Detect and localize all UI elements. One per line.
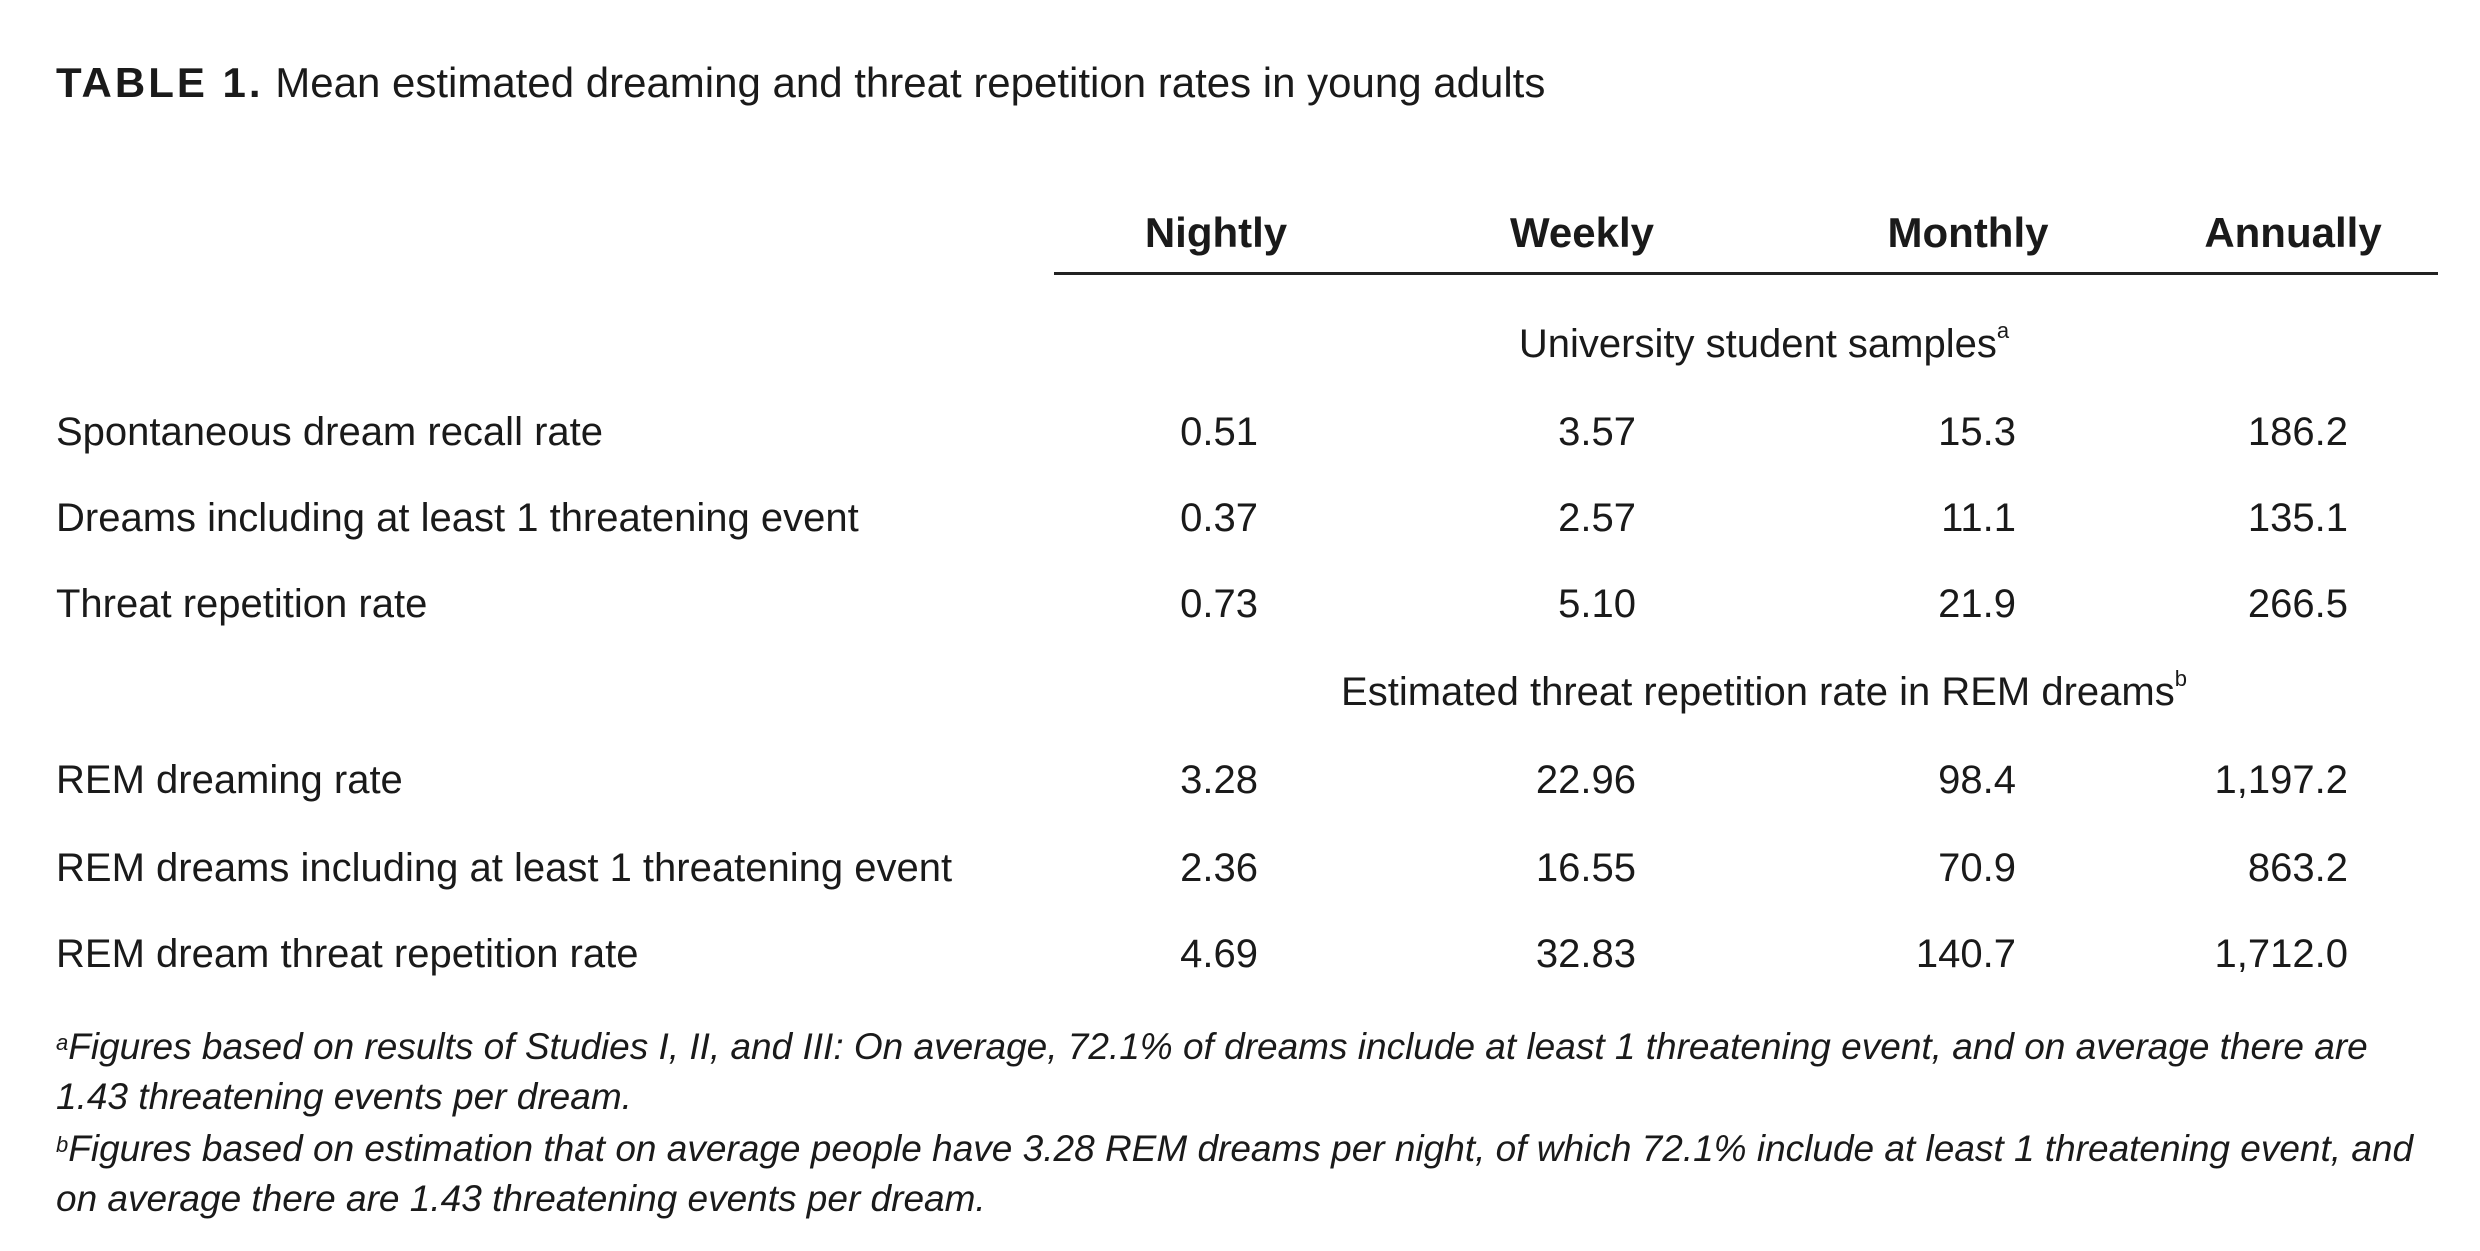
row-label: REM dream threat repetition rate	[56, 932, 639, 976]
cell-value: 22.96	[1535, 758, 1636, 802]
row-label: Spontaneous dream recall rate	[56, 410, 603, 454]
cell-value: 140.7	[1915, 932, 2016, 976]
cell-value: 16.55	[1535, 846, 1636, 890]
cell-value: 2.36	[1180, 846, 1258, 890]
title: TABLE 1. Mean estimated dreaming and thr…	[56, 62, 1545, 104]
footnote-mark: a	[56, 1030, 69, 1055]
title-text: Mean estimated dreaming and threat repet…	[275, 59, 1546, 106]
column-header: Nightly	[1144, 209, 1288, 256]
cell-value: 0.73	[1180, 582, 1258, 626]
cell-value: 11.1	[1941, 496, 2016, 540]
table-label: TABLE 1.	[56, 59, 264, 106]
footnote-text: Figures based on results of Studies I, I…	[56, 1026, 2368, 1117]
cell-value: 98.4	[1938, 758, 2016, 802]
footnote-mark: b	[56, 1132, 69, 1157]
cell-value: 186.2	[2247, 410, 2348, 454]
cell-value: 0.51	[1180, 410, 1258, 454]
cell-value: 266.5	[2247, 582, 2348, 626]
cell-value: 32.83	[1535, 932, 1636, 976]
cell-value: 4.69	[1180, 932, 1258, 976]
footnote-text: Figures based on estimation that on aver…	[56, 1128, 2414, 1219]
section-heading-text: Estimated threat repetition rate in REM …	[1341, 670, 2175, 714]
cell-value: 1,197.2	[2214, 758, 2348, 802]
cell-value: 15.3	[1938, 410, 2016, 454]
cell-value: 3.28	[1180, 758, 1258, 802]
column-header: Annually	[2204, 209, 2382, 256]
cell-value: 70.9	[1938, 846, 2016, 890]
cell-value: 0.37	[1180, 496, 1258, 540]
cell-value: 2.57	[1558, 496, 1636, 540]
row-label: REM dreaming rate	[56, 758, 403, 802]
cell-value: 863.2	[2247, 846, 2348, 890]
column-header: Monthly	[1887, 209, 2049, 256]
section-heading-text: University student samples	[1518, 322, 1997, 366]
cell-value: 21.9	[1938, 582, 2016, 626]
section-heading: Estimated threat repetition rate in REM …	[1341, 668, 2187, 714]
row-label: REM dreams including at least 1 threaten…	[56, 846, 953, 890]
cell-value: 135.1	[2247, 496, 2348, 540]
cell-value: 5.10	[1558, 582, 1636, 626]
note-mark: a	[1996, 318, 2010, 343]
cell-value: 1,712.0	[2214, 932, 2348, 976]
note-mark: b	[2174, 666, 2187, 691]
section-heading: University student samplesa	[1518, 320, 2009, 366]
footnote: bFigures based on estimation that on ave…	[56, 1124, 2436, 1224]
cell-value: 3.57	[1558, 410, 1636, 454]
header-rule	[1054, 272, 2438, 275]
row-label: Dreams including at least 1 threatening …	[56, 496, 859, 540]
footnote: aFigures based on results of Studies I, …	[56, 1022, 2436, 1122]
row-label: Threat repetition rate	[56, 582, 428, 626]
column-header: Weekly	[1510, 209, 1654, 256]
